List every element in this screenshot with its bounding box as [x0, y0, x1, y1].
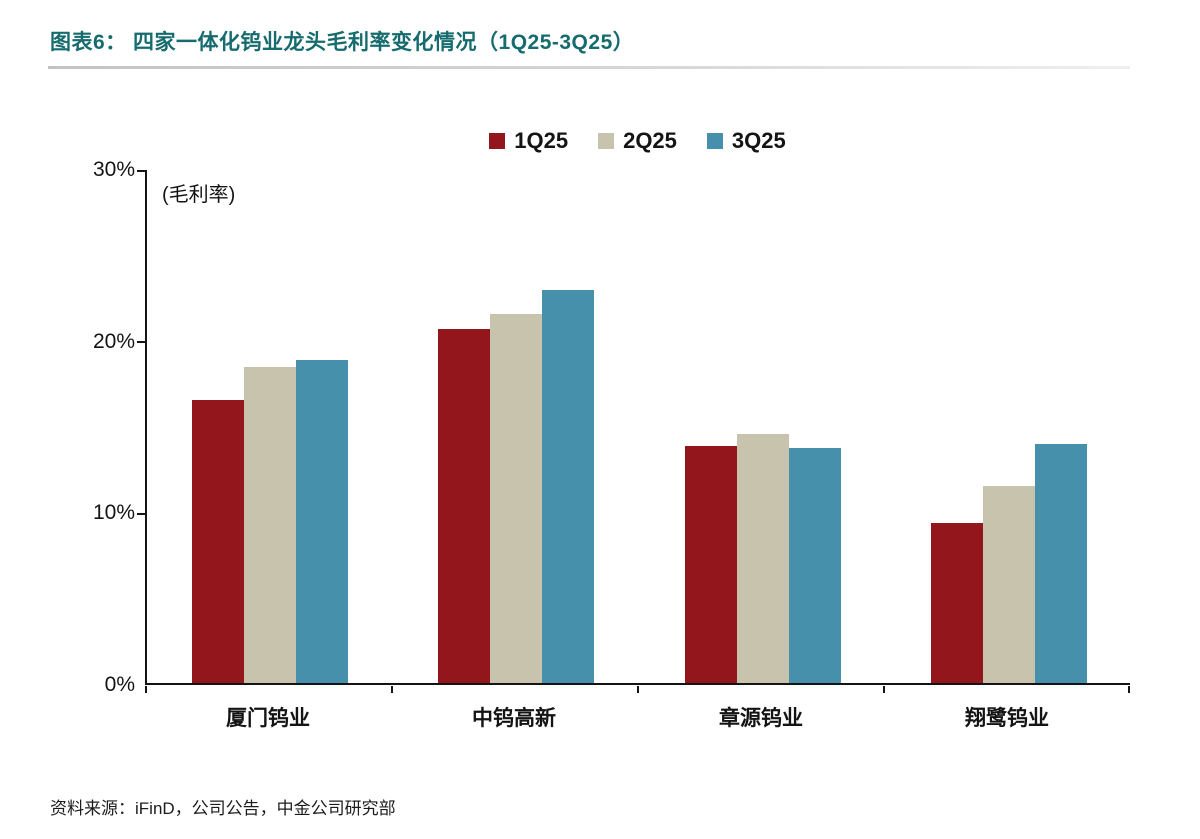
- legend-swatch-3q25: [706, 133, 723, 149]
- bar-2q25-中钨高新: [490, 314, 543, 683]
- y-tick-mark-30: [137, 170, 145, 172]
- y-axis-unit-label: (毛利率): [162, 184, 236, 206]
- bar-3q25-章源钨业: [788, 448, 841, 683]
- legend-item-2q25: 2Q25: [598, 128, 677, 154]
- x-tick-mark-2: [391, 686, 393, 693]
- legend-item-3q25: 3Q25: [706, 128, 786, 154]
- x-tick-mark-5: [1128, 686, 1130, 693]
- x-tick-mark-1: [145, 686, 147, 693]
- bar-1q25-翔鹭钨业: [930, 523, 983, 683]
- legend-swatch-1q25: [489, 133, 506, 149]
- bar-2q25-章源钨业: [736, 434, 789, 683]
- bar-2q25-翔鹭钨业: [982, 486, 1035, 683]
- legend-label-3q25: 3Q25: [731, 128, 786, 153]
- y-tick-mark-10: [137, 513, 145, 515]
- bar-1q25-厦门钨业: [192, 400, 245, 683]
- y-tick-label-20: 20%: [92, 330, 135, 353]
- y-tick-label-10: 10%: [92, 501, 135, 524]
- y-tick-mark-20: [137, 341, 145, 343]
- bar-1q25-章源钨业: [684, 446, 737, 683]
- y-tick-label-0: 0%: [104, 673, 135, 696]
- bar-1q25-中钨高新: [438, 329, 491, 683]
- bar-3q25-中钨高新: [542, 290, 595, 683]
- x-tick-mark-3: [637, 686, 639, 693]
- legend-label-1q25: 1Q25: [514, 128, 569, 153]
- title-divider: [48, 66, 1130, 69]
- x-category-label-4: 翔鹭钨业: [965, 707, 1049, 730]
- legend-label-2q25: 2Q25: [623, 128, 677, 153]
- x-category-label-1: 厦门钨业: [226, 707, 310, 730]
- source-text: 资料来源：iFinD，公司公告，中金公司研究部: [50, 799, 396, 818]
- chart-legend: 1Q25 2Q25 3Q25: [145, 128, 1130, 154]
- plot-area: [145, 170, 1130, 685]
- bar-3q25-翔鹭钨业: [1034, 444, 1087, 683]
- x-category-label-3: 章源钨业: [719, 707, 803, 730]
- bar-2q25-厦门钨业: [244, 367, 297, 683]
- x-category-label-2: 中钨高新: [472, 707, 556, 730]
- x-tick-mark-4: [883, 686, 885, 693]
- chart-title: 图表6： 四家一体化钨业龙头毛利率变化情况（1Q25-3Q25）: [50, 31, 635, 54]
- legend-item-1q25: 1Q25: [489, 128, 568, 154]
- y-tick-label-30: 30%: [92, 158, 135, 181]
- bar-3q25-厦门钨业: [296, 360, 349, 683]
- legend-swatch-2q25: [598, 133, 615, 149]
